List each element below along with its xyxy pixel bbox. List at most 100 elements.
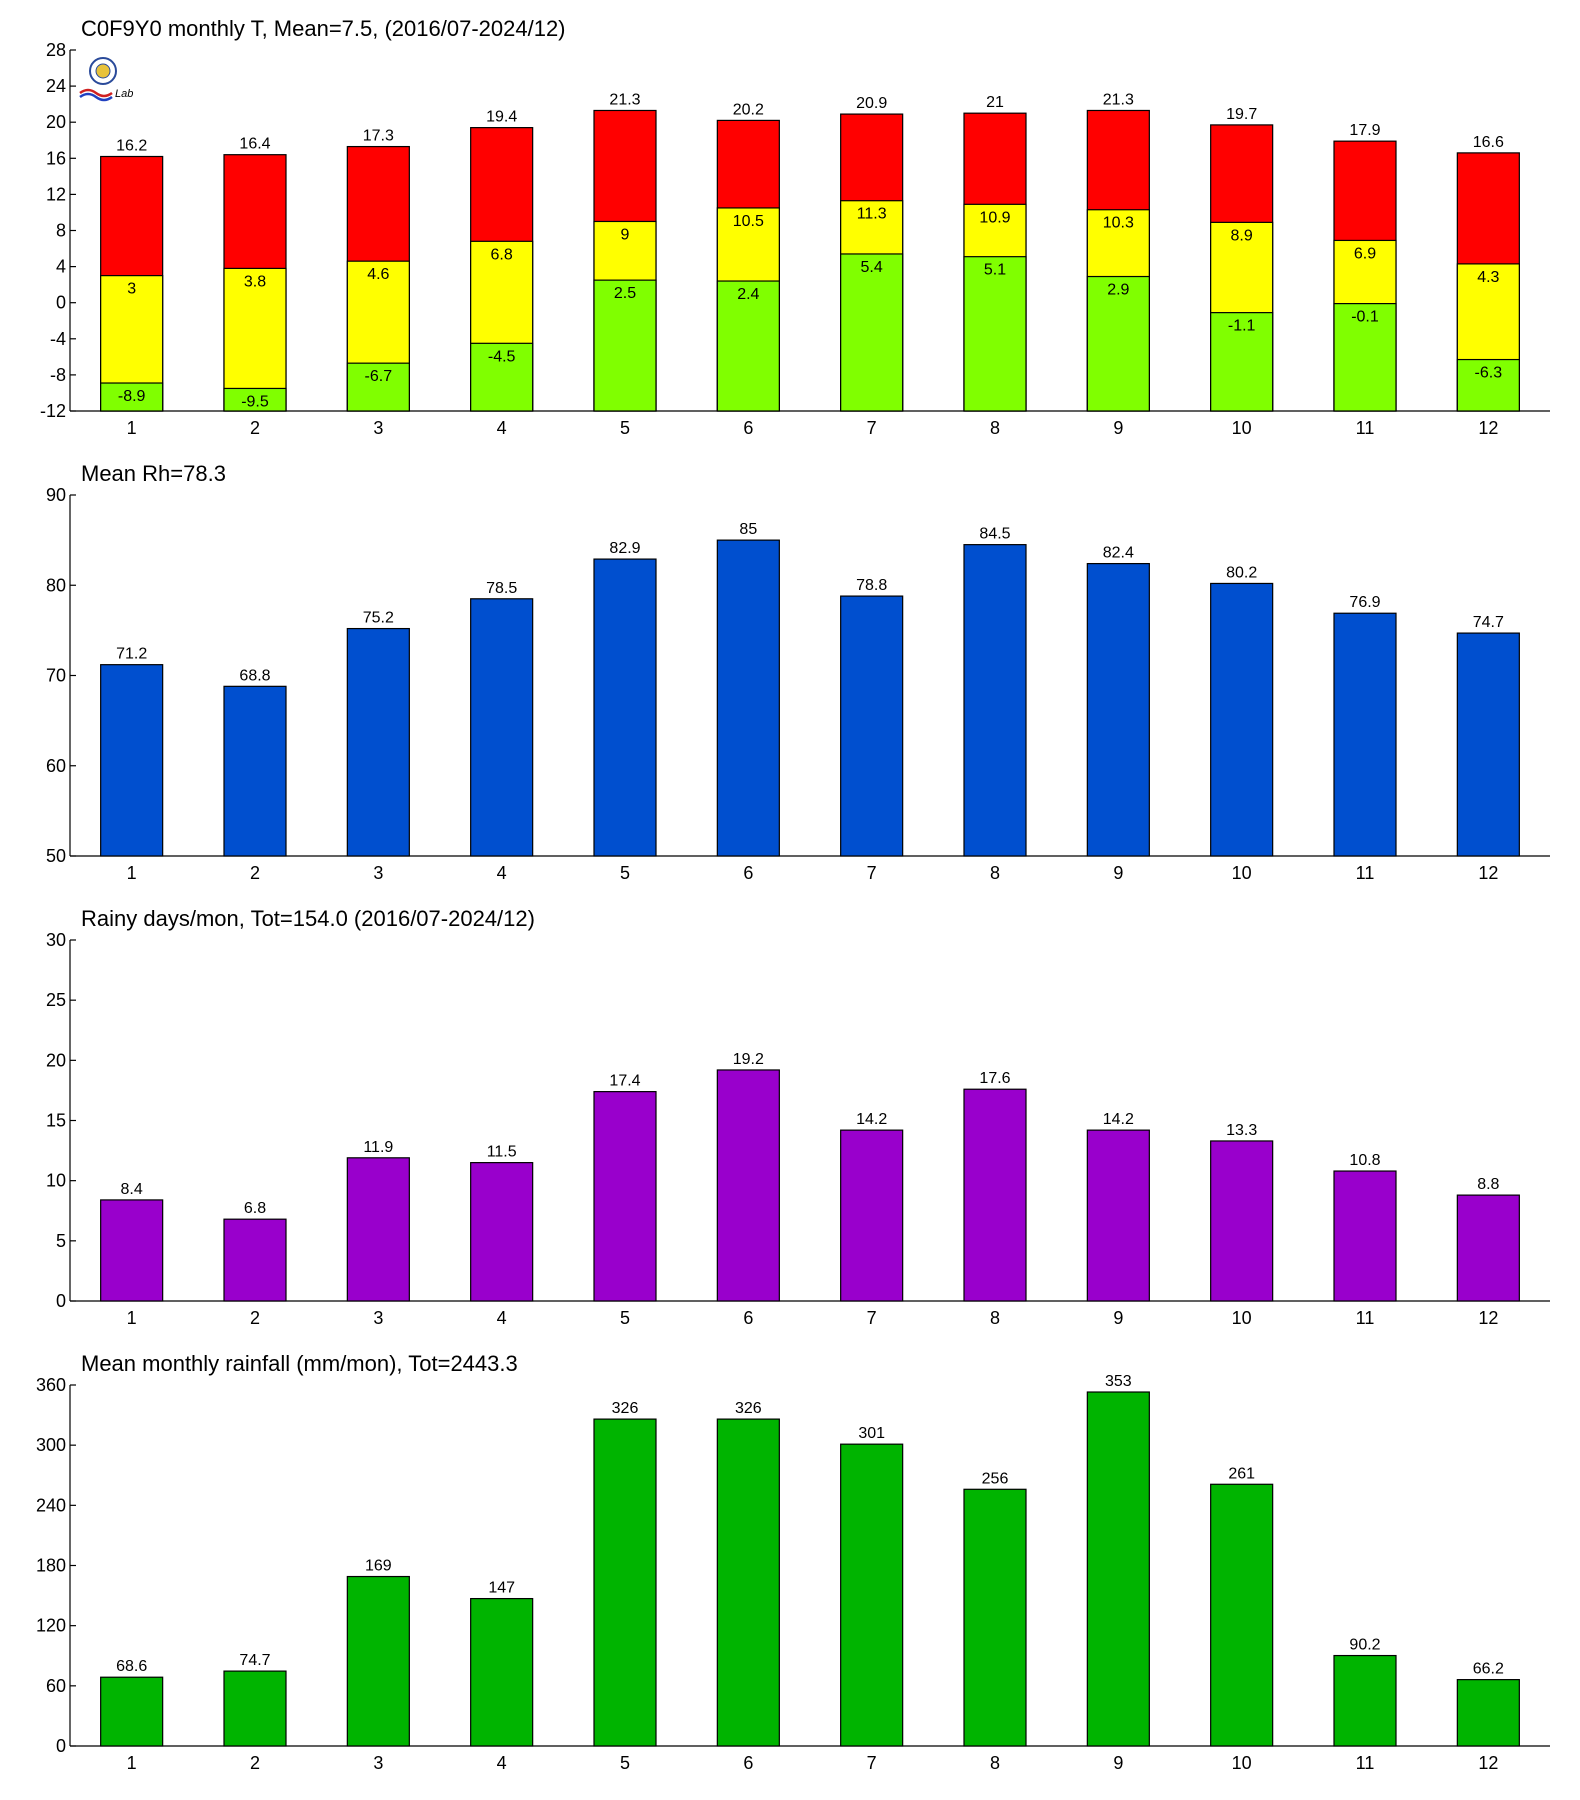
bar-1 xyxy=(100,1676,164,1747)
bar-3 xyxy=(346,1575,410,1747)
data-label: 74.7 xyxy=(1473,614,1504,631)
y-tick-label: 15 xyxy=(46,1111,66,1131)
data-label: 90.2 xyxy=(1349,1637,1380,1654)
data-label-max: 16.6 xyxy=(1473,134,1504,151)
bar-12 xyxy=(1456,1194,1520,1302)
x-tick-label: 1 xyxy=(127,1308,137,1328)
x-tick-label: 6 xyxy=(743,418,753,438)
data-label: 256 xyxy=(982,1470,1009,1487)
data-label: 78.8 xyxy=(856,577,887,594)
x-tick-label: 11 xyxy=(1356,863,1375,883)
y-tick-label: 0 xyxy=(56,293,66,313)
x-tick-label: 8 xyxy=(990,418,1000,438)
y-tick-label: 120 xyxy=(36,1616,66,1636)
y-tick-label: -4 xyxy=(50,329,66,349)
data-label: 82.4 xyxy=(1103,545,1134,562)
bar-1 xyxy=(100,1199,164,1302)
x-tick-label: 3 xyxy=(373,863,383,883)
x-tick-label: 1 xyxy=(127,418,137,438)
x-tick-label: 10 xyxy=(1232,863,1252,883)
data-label-min: 5.4 xyxy=(861,259,883,276)
x-tick-label: 8 xyxy=(990,863,1000,883)
data-label: 11.5 xyxy=(487,1144,517,1161)
data-label-min: -4.5 xyxy=(488,348,516,365)
x-tick-label: 10 xyxy=(1232,418,1252,438)
data-label-min: -8.9 xyxy=(118,388,146,405)
bar-2 xyxy=(223,1218,287,1302)
y-tick-label: 0 xyxy=(56,1736,66,1756)
data-label: 14.2 xyxy=(1103,1111,1134,1128)
x-tick-label: 9 xyxy=(1113,418,1123,438)
x-tick-label: 7 xyxy=(867,1308,877,1328)
bar-min-7 xyxy=(840,253,904,412)
data-label: 261 xyxy=(1228,1465,1255,1482)
bar-7 xyxy=(840,1129,904,1302)
bar-12 xyxy=(1456,632,1520,857)
x-tick-label: 10 xyxy=(1232,1308,1252,1328)
data-label-mean: 10.5 xyxy=(733,213,764,230)
data-label: 17.6 xyxy=(979,1070,1010,1087)
data-label-min: -6.3 xyxy=(1475,365,1503,382)
data-label: 19.2 xyxy=(733,1051,764,1068)
data-label-min: -6.7 xyxy=(365,368,393,385)
y-tick-label: 60 xyxy=(46,756,66,776)
bar-min-1 xyxy=(100,382,164,412)
data-label: 80.2 xyxy=(1226,564,1257,581)
y-tick-label: 8 xyxy=(56,221,66,241)
bar-7 xyxy=(840,1443,904,1747)
y-tick-label: 70 xyxy=(46,666,66,686)
y-tick-label: -8 xyxy=(50,365,66,385)
bar-10 xyxy=(1210,582,1274,857)
y-tick-label: 5 xyxy=(56,1231,66,1251)
x-tick-label: 4 xyxy=(497,418,507,438)
data-label-mean: 6.8 xyxy=(491,246,513,263)
data-label: 10.8 xyxy=(1349,1152,1380,1169)
bar-9 xyxy=(1086,1129,1150,1302)
x-tick-label: 9 xyxy=(1113,1308,1123,1328)
y-tick-label: 12 xyxy=(46,184,66,204)
x-tick-label: 3 xyxy=(373,1753,383,1773)
y-tick-label: 24 xyxy=(46,76,66,96)
data-label-min: -9.5 xyxy=(241,393,269,410)
x-tick-label: 12 xyxy=(1478,863,1498,883)
bar-min-5 xyxy=(593,279,657,412)
data-label-max: 17.3 xyxy=(363,128,394,145)
data-label: 74.7 xyxy=(239,1652,270,1669)
x-tick-label: 3 xyxy=(373,1308,383,1328)
data-label-max: 19.4 xyxy=(486,109,517,126)
data-label-max: 20.2 xyxy=(733,101,764,118)
data-label: 11.9 xyxy=(363,1139,393,1156)
bar-8 xyxy=(963,1088,1027,1302)
bar-min-10 xyxy=(1210,312,1274,412)
rainy-days-chart: Rainy days/mon, Tot=154.0 (2016/07-2024/… xyxy=(46,906,1550,1328)
data-label-min: -0.1 xyxy=(1351,309,1379,326)
x-tick-label: 5 xyxy=(620,1308,630,1328)
bar-5 xyxy=(593,1418,657,1747)
data-label: 326 xyxy=(612,1400,639,1417)
data-label: 85 xyxy=(739,521,757,538)
y-tick-label: 240 xyxy=(36,1495,66,1515)
x-tick-label: 1 xyxy=(127,1753,137,1773)
data-label-max: 21.3 xyxy=(609,91,640,108)
bar-8 xyxy=(963,544,1027,857)
bar-min-4 xyxy=(470,342,534,412)
bar-5 xyxy=(593,1091,657,1302)
y-tick-label: 10 xyxy=(46,1171,66,1191)
data-label-mean: 4.6 xyxy=(367,266,389,283)
y-tick-label: 90 xyxy=(46,485,66,505)
data-label-min: 5.1 xyxy=(984,262,1006,279)
y-tick-label: 80 xyxy=(46,575,66,595)
bar-4 xyxy=(470,1162,534,1302)
y-tick-label: 16 xyxy=(46,148,66,168)
y-tick-label: 50 xyxy=(46,846,66,866)
bar-9 xyxy=(1086,1391,1150,1747)
data-label: 6.8 xyxy=(244,1200,266,1217)
y-tick-label: 28 xyxy=(46,40,66,60)
y-tick-label: 25 xyxy=(46,990,66,1010)
data-label: 75.2 xyxy=(363,610,394,627)
y-tick-label: 0 xyxy=(56,1291,66,1311)
bar-6 xyxy=(716,1069,780,1302)
x-tick-label: 5 xyxy=(620,863,630,883)
